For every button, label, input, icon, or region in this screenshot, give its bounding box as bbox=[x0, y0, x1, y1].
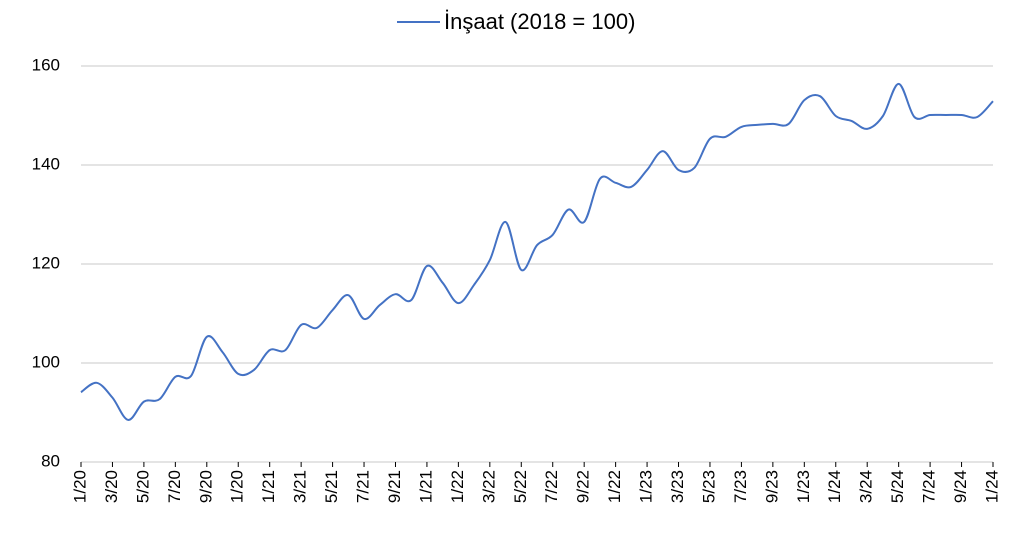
x-tick-label: 3/22 bbox=[479, 470, 498, 503]
x-tick-label: 3/23 bbox=[668, 470, 687, 503]
y-tick-label: 80 bbox=[41, 451, 60, 470]
x-tick-label: 1/24 bbox=[825, 470, 844, 503]
x-tick-label: 7/24 bbox=[920, 470, 939, 503]
x-tick-label: 5/20 bbox=[133, 470, 152, 503]
x-tick-label: 9/21 bbox=[385, 470, 404, 503]
x-tick-label: 1/23 bbox=[794, 470, 813, 503]
y-tick-label: 100 bbox=[32, 352, 60, 371]
x-tick-label: 1/24 bbox=[982, 470, 1001, 503]
x-tick-label: 7/23 bbox=[731, 470, 750, 503]
x-tick-label: 3/24 bbox=[857, 470, 876, 503]
x-tick-label: 9/24 bbox=[951, 470, 970, 503]
x-tick-label: 5/21 bbox=[322, 470, 341, 503]
x-tick-label: 5/23 bbox=[699, 470, 718, 503]
x-tick-label: 9/22 bbox=[574, 470, 593, 503]
x-tick-label: 1/21 bbox=[416, 470, 435, 503]
x-tick-label: 7/21 bbox=[354, 470, 373, 503]
x-tick-label: 9/20 bbox=[196, 470, 215, 503]
x-tick-label: 7/20 bbox=[165, 470, 184, 503]
legend-label: İnşaat (2018 = 100) bbox=[444, 9, 635, 34]
x-tick-label: 7/22 bbox=[542, 470, 561, 503]
x-tick-label: 5/22 bbox=[511, 470, 530, 503]
y-tick-label: 160 bbox=[32, 55, 60, 74]
y-tick-label: 140 bbox=[32, 154, 60, 173]
x-tick-label: 9/23 bbox=[762, 470, 781, 503]
series-line bbox=[80, 82, 994, 421]
x-tick-label: 3/20 bbox=[102, 470, 121, 503]
x-tick-label: 1/20 bbox=[70, 470, 89, 503]
y-tick-label: 120 bbox=[32, 253, 60, 272]
x-tick-label: 1/22 bbox=[448, 470, 467, 503]
x-tick-label: 3/21 bbox=[291, 470, 310, 503]
x-tick-label: 1/20 bbox=[228, 470, 247, 503]
x-tick-label: 1/22 bbox=[605, 470, 624, 503]
x-tick-label: 5/24 bbox=[888, 470, 907, 503]
x-tick-label: 1/23 bbox=[637, 470, 656, 503]
x-tick-label: 1/21 bbox=[259, 470, 278, 503]
